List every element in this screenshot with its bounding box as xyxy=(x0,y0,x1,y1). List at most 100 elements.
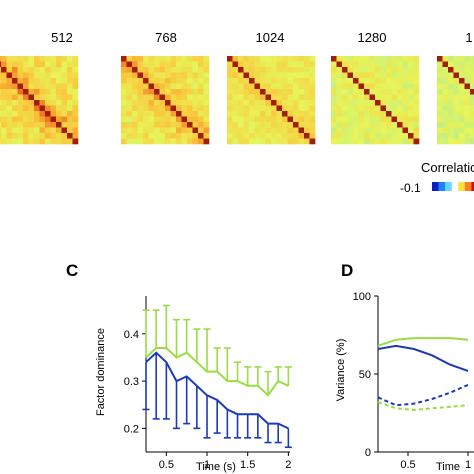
matrix-cell xyxy=(413,100,420,106)
matrix-cell xyxy=(464,94,471,101)
matrix-cell xyxy=(165,72,171,79)
matrix-cell xyxy=(402,133,409,139)
matrix-cell xyxy=(187,67,193,73)
matrix-cell xyxy=(45,133,51,139)
matrix-cell xyxy=(132,78,138,84)
matrix-cell xyxy=(369,116,376,123)
matrix-cell xyxy=(203,122,210,128)
matrix-cell xyxy=(249,111,255,117)
matrix-cell xyxy=(50,94,57,101)
matrix-cell xyxy=(227,61,233,68)
matrix-cell xyxy=(342,67,348,73)
matrix-cell xyxy=(293,56,299,62)
matrix-cell xyxy=(276,72,283,79)
matrix-cell xyxy=(391,94,398,101)
matrix-cell xyxy=(282,78,288,84)
matrix-cell xyxy=(249,67,255,73)
matrix-cell xyxy=(282,122,288,128)
matrix-cell xyxy=(6,133,13,139)
matrix-cell xyxy=(442,67,449,73)
matrix-cell xyxy=(402,83,409,90)
matrix-cell xyxy=(408,67,414,73)
matrix-cell xyxy=(249,116,255,123)
matrix-cell xyxy=(375,78,381,84)
matrix-cell xyxy=(72,72,79,79)
matrix-cell xyxy=(176,94,182,101)
matrix-cell xyxy=(249,89,255,95)
matrix-cell xyxy=(50,61,57,68)
matrix-cell xyxy=(364,83,370,90)
matrix-cell xyxy=(1,122,7,128)
matrix-cell xyxy=(243,133,250,139)
matrix-cell xyxy=(386,138,392,145)
matrix-cell xyxy=(397,111,403,117)
matrix-cell xyxy=(12,89,18,95)
matrix-cell xyxy=(192,67,199,73)
matrix-cell xyxy=(6,138,13,145)
matrix-cell xyxy=(254,116,261,123)
matrix-cell xyxy=(375,111,381,117)
matrix-cell xyxy=(358,61,365,68)
matrix-cell xyxy=(181,105,188,112)
matrix-cell xyxy=(61,67,68,73)
matrix-cell xyxy=(1,105,7,112)
matrix-cell xyxy=(459,138,465,145)
matrix-cell xyxy=(413,56,420,62)
matrix-cell xyxy=(6,78,13,84)
matrix-cell xyxy=(121,133,127,139)
matrix-cell xyxy=(442,111,449,117)
matrix-cell xyxy=(28,138,35,145)
matrix-cell xyxy=(238,61,244,68)
matrix-cell xyxy=(298,67,305,73)
matrix-cell xyxy=(203,116,210,123)
matrix-cell xyxy=(442,56,449,62)
matrix-cell xyxy=(137,67,144,73)
matrix-cell xyxy=(23,105,29,112)
matrix-cell xyxy=(198,67,204,73)
matrix-cell xyxy=(45,105,51,112)
matrix-cell xyxy=(6,83,13,90)
matrix-cell xyxy=(1,89,7,95)
matrix-cell xyxy=(61,78,68,84)
matrix-cell xyxy=(50,56,57,62)
matrix-cell xyxy=(442,138,449,145)
matrix-cell xyxy=(17,122,24,128)
matrix-cell xyxy=(386,83,392,90)
matrix-cell xyxy=(276,56,283,62)
matrix-cell xyxy=(254,94,261,101)
matrix-cell xyxy=(437,111,443,117)
matrix-cell xyxy=(442,127,449,134)
matrix-cell xyxy=(254,133,261,139)
matrix-cell xyxy=(198,138,204,145)
matrix-cell xyxy=(347,89,354,95)
matrix-cell xyxy=(126,72,133,79)
matrix-cell xyxy=(459,56,465,62)
matrix-cell xyxy=(380,89,387,95)
matrix-cell xyxy=(309,122,316,128)
matrix-cell xyxy=(12,94,18,101)
matrix-cell xyxy=(121,127,127,134)
matrix-cell xyxy=(282,111,288,117)
matrix-cell xyxy=(271,100,277,106)
matrix-cell xyxy=(0,83,2,90)
matrix-cell xyxy=(50,67,57,73)
matrix-cell xyxy=(56,122,62,128)
matrix-cell xyxy=(0,138,2,145)
matrix-cell xyxy=(192,89,199,95)
matrix-cell xyxy=(309,111,316,117)
matrix-cell xyxy=(380,83,387,90)
matrix-cell xyxy=(386,72,392,79)
matrix-cell xyxy=(293,61,299,68)
matrix-cell xyxy=(72,78,79,84)
matrix-cell xyxy=(249,105,255,112)
x-tick-label: 1 xyxy=(465,459,471,471)
matrix-cell xyxy=(375,94,381,101)
matrix-cell xyxy=(165,83,171,90)
matrix-cell xyxy=(470,94,474,101)
matrix-cell xyxy=(61,100,68,106)
matrix-cell xyxy=(227,89,233,95)
matrix-cell xyxy=(293,78,299,84)
matrix-cell xyxy=(336,111,343,117)
matrix-cell xyxy=(386,127,392,134)
matrix-cell xyxy=(181,100,188,106)
